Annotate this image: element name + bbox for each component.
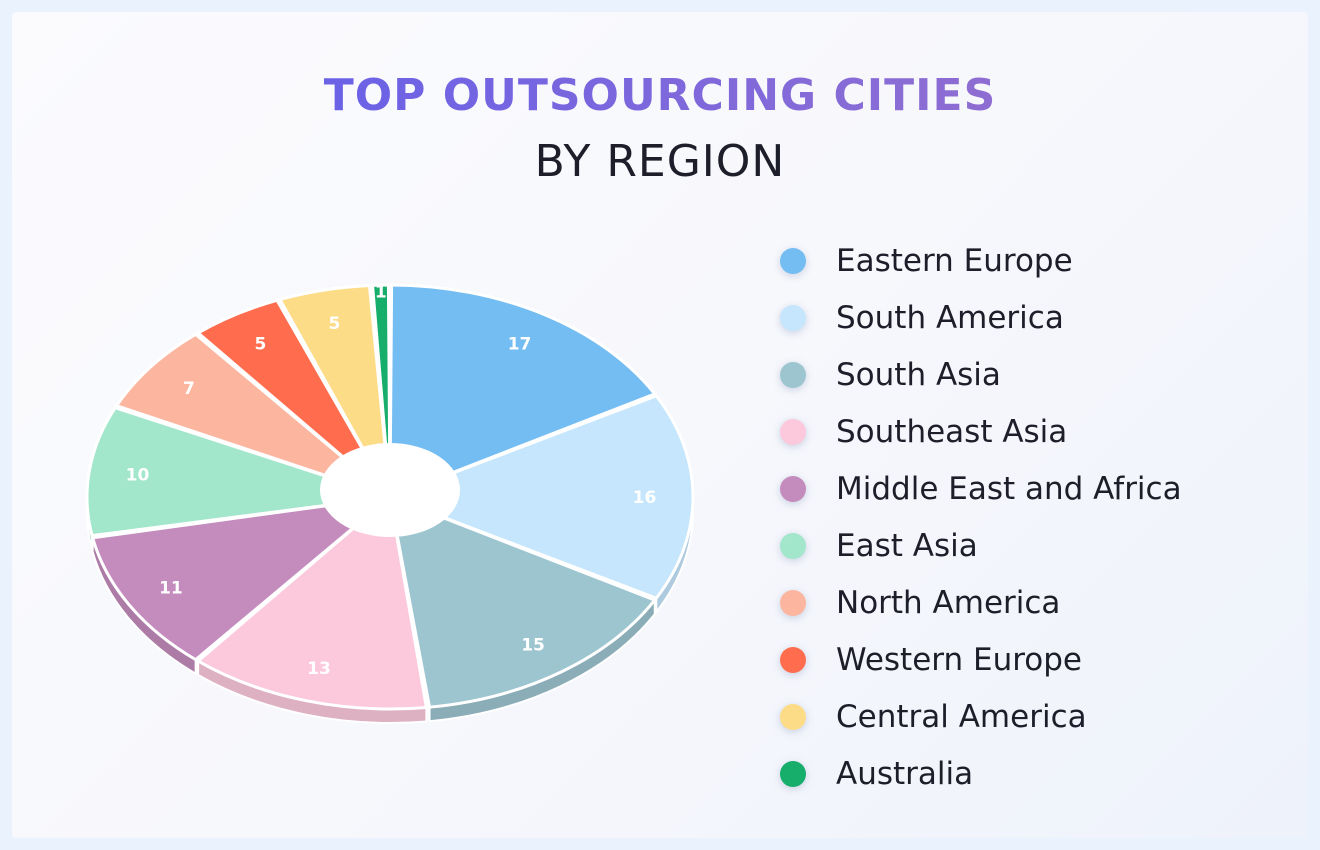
legend-swatch	[780, 361, 806, 388]
legend-item-australia: Australia	[780, 745, 1182, 802]
legend-swatch	[780, 760, 806, 787]
pie-slice-east-asia	[85, 405, 391, 538]
legend-swatch	[780, 304, 806, 331]
slice-value-label-australia: 1	[375, 282, 387, 302]
slice-value-label-eastern-europe: 17	[508, 335, 532, 355]
legend-label: Central America	[836, 698, 1087, 735]
slice-value-label-western-europe: 5	[255, 335, 267, 355]
legend-swatch	[780, 703, 806, 730]
legend-label: Eastern Europe	[836, 242, 1073, 279]
chart-title: TOP OUTSOURCING CITIES	[0, 70, 1320, 121]
pie-slice-southeast-asia	[195, 494, 429, 711]
pie-slice-south-america	[385, 394, 695, 600]
pie-slice-south-asia	[388, 494, 658, 709]
legend-swatch	[780, 646, 806, 673]
slice-value-label-central-america: 5	[329, 314, 341, 334]
legend-label: South America	[836, 299, 1064, 336]
legend-item-southeast-asia: Southeast Asia	[780, 403, 1182, 460]
slice-value-label-middle-east-and-africa: 11	[159, 579, 183, 599]
legend-swatch	[780, 475, 806, 502]
pie-slice-eastern-europe	[388, 283, 658, 500]
pie-slice-north-america	[114, 332, 391, 499]
legend-item-eastern-europe: Eastern Europe	[780, 232, 1182, 289]
slice-value-label-east-asia: 10	[126, 466, 150, 486]
slice-value-label-southeast-asia: 13	[307, 659, 331, 679]
legend-label: South Asia	[836, 356, 1001, 393]
legend-label: Middle East and Africa	[836, 470, 1182, 507]
slice-value-label-south-america: 16	[633, 488, 657, 508]
pie-slice-middle-east-and-africa	[90, 494, 395, 662]
legend-item-central-america: Central America	[780, 688, 1182, 745]
pie-slices-layer	[85, 283, 695, 711]
pie-slice-central-america	[277, 283, 392, 498]
legend-label: North America	[836, 584, 1061, 621]
legend-item-south-asia: South Asia	[780, 346, 1182, 403]
legend-swatch	[780, 418, 806, 445]
legend-swatch	[780, 247, 806, 274]
legend-item-south-america: South America	[780, 289, 1182, 346]
legend-swatch	[780, 589, 806, 616]
legend-item-middle-east-and-africa: Middle East and Africa	[780, 460, 1182, 517]
legend-label: Southeast Asia	[836, 413, 1068, 450]
legend-label: Western Europe	[836, 641, 1083, 678]
slice-value-label-north-america: 7	[183, 379, 195, 399]
pie-labels-layer: 17 16 15 13 11 10 7 5 5 1	[126, 282, 657, 679]
legend-item-western-europe: Western Europe	[780, 631, 1182, 688]
chart-subtitle: BY REGION	[534, 136, 786, 187]
donut-hole	[320, 443, 460, 537]
legend-label: Australia	[836, 755, 974, 792]
slice-value-label-south-asia: 15	[521, 635, 545, 655]
legend-swatch	[780, 532, 806, 559]
pie-slice-western-europe	[195, 298, 392, 499]
legend-item-east-asia: East Asia	[780, 517, 1182, 574]
legend-label: East Asia	[836, 527, 978, 564]
legend-item-north-america: North America	[780, 574, 1182, 631]
legend: Eastern Europe South America South Asia Sou…	[780, 232, 1182, 802]
